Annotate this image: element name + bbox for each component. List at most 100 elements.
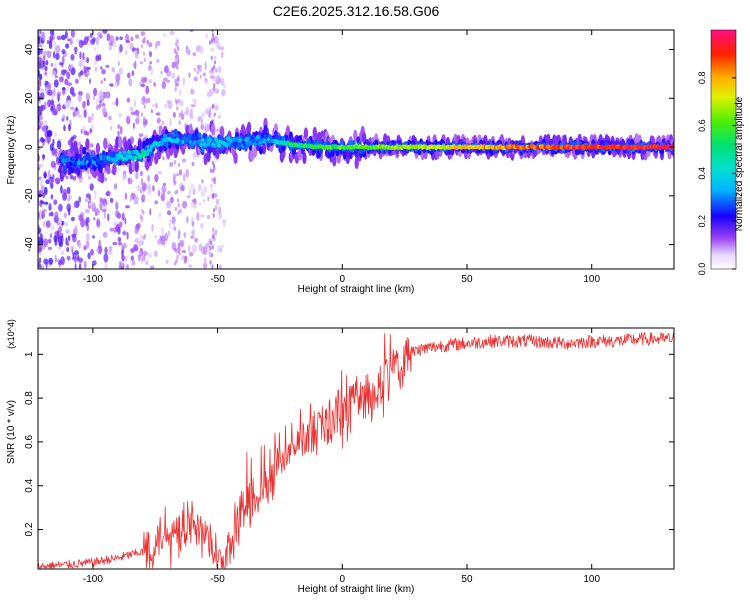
- spectrogram-speckle: [157, 239, 162, 245]
- spectrogram-speckle: [211, 32, 214, 38]
- spectrogram-speckle: [110, 125, 113, 131]
- spectrogram-speckle: [191, 229, 195, 237]
- spectrogram-speckle: [213, 192, 218, 199]
- spectrogram-speckle: [87, 116, 92, 124]
- spectrogram-speckle: [198, 185, 202, 192]
- spectrogram-speckle: [173, 159, 177, 165]
- colorbar-tick-label: 0.4: [697, 167, 707, 180]
- spectrogram-speckle: [77, 94, 82, 103]
- spectrogram-speckle: [137, 113, 140, 118]
- spectrogram-speckle: [65, 43, 70, 49]
- spectrogram-ridge-cell: [362, 132, 367, 145]
- spectrogram-speckle: [215, 80, 220, 85]
- snr-x-tick-label: 0: [340, 574, 346, 585]
- spectrogram-speckle: [69, 38, 73, 45]
- spectrogram-ridge-cell: [64, 158, 69, 163]
- spectrogram-speckle: [209, 168, 212, 173]
- spectrogram-ridge-cell: [61, 154, 66, 161]
- spectrogram-speckle: [115, 201, 119, 211]
- spectrogram-speckle: [84, 198, 90, 202]
- snr-y-tick-label: 0.2: [24, 522, 35, 536]
- spectrogram-speckle: [122, 173, 127, 181]
- spectrogram-speckle: [182, 173, 186, 182]
- spectrogram-speckle: [78, 214, 83, 222]
- spectrogram-speckle: [64, 30, 68, 39]
- spectrogram-speckle: [133, 200, 137, 205]
- spectrogram-speckle: [122, 242, 127, 249]
- spectrogram-ridge-cell: [302, 152, 307, 164]
- spectrogram-speckle: [125, 256, 128, 262]
- spectrogram-speckle: [38, 78, 42, 88]
- spectrogram-speckle: [133, 244, 139, 251]
- colorbar-tick-label: 0.0: [697, 263, 707, 276]
- snr-x-label: Height of straight line (km): [298, 584, 415, 595]
- spectrogram-speckle: [174, 98, 178, 104]
- spectrogram-speckle: [129, 196, 133, 202]
- spectrogram-speckle: [50, 194, 54, 200]
- spectrogram-speckle: [65, 229, 71, 235]
- spectrogram-speckle: [61, 87, 66, 91]
- spectrogram-speckle: [93, 190, 97, 200]
- spectrogram-x-label: Height of straight line (km): [298, 284, 415, 295]
- spectrogram-speckle: [85, 216, 90, 224]
- spectrogram-speckle: [176, 61, 179, 66]
- spectrogram-speckle: [176, 39, 179, 44]
- spectrogram-speckle: [50, 224, 55, 230]
- spectrogram-speckle: [113, 221, 117, 227]
- spectrogram-speckle: [179, 239, 185, 248]
- spectrogram-speckle: [213, 112, 216, 117]
- spectrogram-speckle: [212, 227, 215, 233]
- snr-x-ticks: -100 -50 0 50 100: [83, 328, 600, 585]
- spectrogram-speckle: [217, 114, 222, 119]
- spectrogram-speckle: [89, 143, 94, 148]
- spectrogram-speckle: [87, 252, 91, 260]
- spectrogram-speckle: [58, 76, 64, 83]
- spectrogram-speckle: [89, 183, 94, 191]
- spectrogram-ridge-cell: [112, 163, 117, 176]
- spectrogram-ridge-cell: [121, 156, 126, 162]
- spectrogram-ridge-cell: [246, 121, 252, 134]
- spectrogram-speckle: [55, 177, 61, 185]
- spectrogram-speckle: [44, 124, 47, 132]
- snr-y-tick-label: 0.4: [24, 478, 35, 492]
- spectrogram-speckle: [210, 47, 215, 52]
- spectrogram-y-tick-label: 20: [24, 92, 35, 104]
- spectrogram-speckle: [106, 33, 111, 42]
- spectrogram-ridge-cell: [208, 137, 213, 143]
- spectrogram-speckle: [60, 250, 65, 256]
- spectrogram-ridge-cell: [181, 139, 186, 145]
- spectrogram-speckle: [198, 243, 203, 252]
- spectrogram-speckle: [200, 223, 204, 229]
- spectrogram-speckle: [155, 102, 158, 109]
- spectrogram-speckle: [93, 217, 96, 221]
- spectrogram-speckle: [205, 122, 208, 127]
- spectrogram-y-ticks: -40 -20 0 20 40: [24, 44, 674, 252]
- spectrogram-speckle: [210, 55, 213, 60]
- spectrogram-ridge-cell: [210, 123, 216, 136]
- spectrogram-speckle: [46, 50, 52, 59]
- spectrogram-speckle: [38, 244, 42, 248]
- spectrogram-ridge-cell: [131, 149, 136, 155]
- spectrogram-speckle: [168, 219, 172, 229]
- spectrogram-speckle: [146, 39, 149, 45]
- spectrogram-speckle: [182, 200, 188, 209]
- spectrogram-speckle: [53, 87, 56, 97]
- spectrogram-ridge-cell: [262, 139, 266, 144]
- spectrogram-speckle: [115, 36, 119, 41]
- spectrogram-speckle: [38, 44, 43, 48]
- spectrogram-speckle: [70, 106, 74, 110]
- spectrogram-speckle: [192, 244, 197, 254]
- spectrogram-speckle: [213, 65, 216, 70]
- snr-panel: -100 -50 0 50 100 0.2 0.4 0.6 0.8 1 Height of st…: [6, 319, 675, 595]
- spectrogram-speckle: [73, 255, 78, 263]
- snr-series-line: [38, 332, 674, 569]
- spectrogram-ridge-cell: [226, 136, 231, 141]
- snr-x-tick-label: -50: [210, 574, 225, 585]
- spectrogram-speckle: [128, 78, 133, 87]
- spectrogram-speckle: [209, 107, 212, 113]
- spectrogram-speckle: [50, 62, 54, 67]
- spectrogram-speckle: [209, 246, 212, 251]
- spectrogram-speckle: [60, 256, 65, 266]
- spectrogram-speckle: [111, 67, 115, 73]
- spectrogram-ridge-cell: [95, 142, 101, 155]
